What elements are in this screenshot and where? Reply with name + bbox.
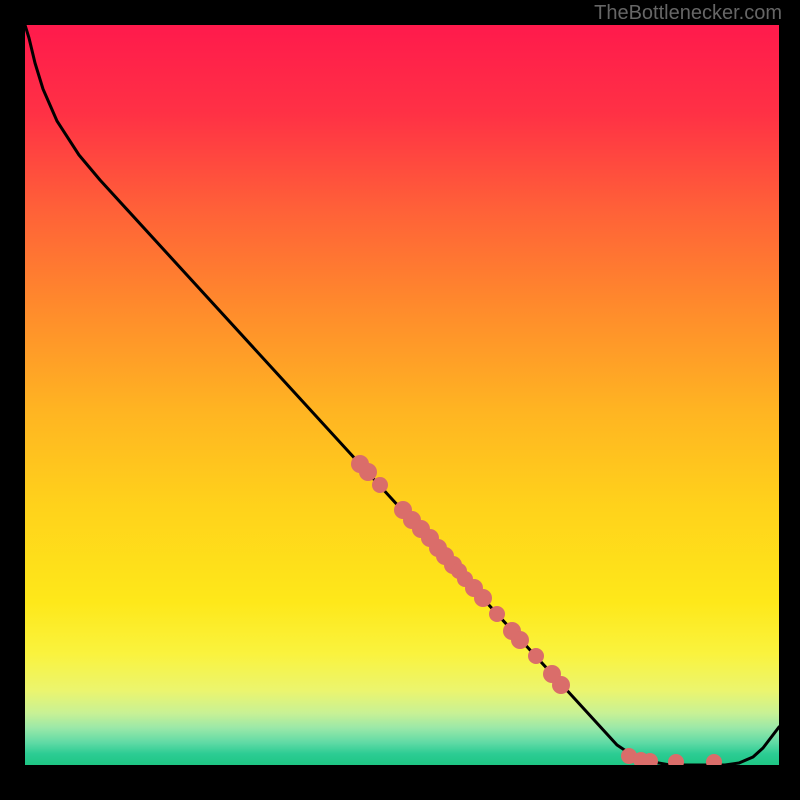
data-marker: [489, 606, 505, 622]
data-marker: [474, 589, 492, 607]
gradient-background: [25, 25, 779, 765]
plot-area: [25, 25, 779, 765]
chart-container: TheBottlenecker.com: [0, 0, 800, 800]
data-marker: [511, 631, 529, 649]
chart-svg: [25, 25, 779, 765]
data-marker: [528, 648, 544, 664]
data-marker: [372, 477, 388, 493]
data-marker: [359, 463, 377, 481]
data-marker: [552, 676, 570, 694]
watermark-text: TheBottlenecker.com: [594, 2, 782, 25]
